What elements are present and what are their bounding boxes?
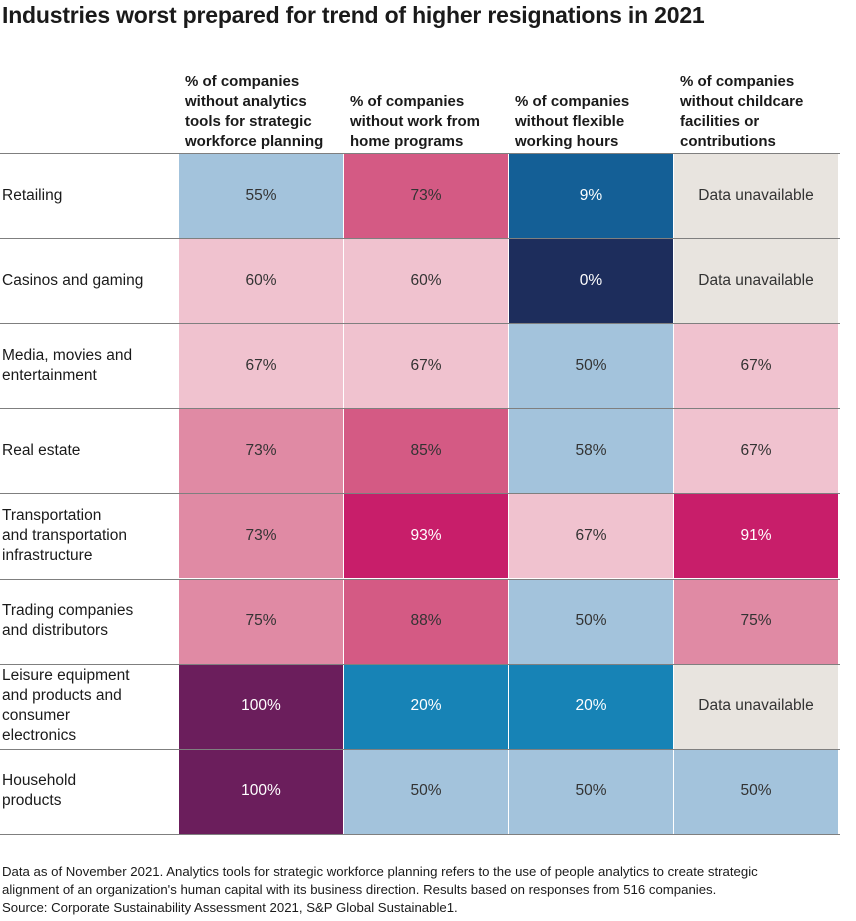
footnote-line: Source: Corporate Sustainability Assessm… (2, 900, 458, 915)
column-header: % of companies without work from home prog… (350, 60, 509, 152)
heatmap-cell: 50% (674, 748, 838, 834)
heatmap-cell: 58% (509, 408, 673, 494)
heatmap-cell: 67% (509, 493, 673, 579)
row-label-line: Transportation (2, 506, 102, 524)
row-label-line: infrastructure (2, 546, 93, 564)
row-label-line: Retailing (2, 186, 63, 204)
row-separator (0, 408, 840, 410)
row-label-line: and distributors (2, 622, 108, 640)
heatmap-cell: 60% (179, 238, 343, 324)
column-header: % of companies without flexible working ho… (515, 60, 674, 152)
heatmap-cell: 20% (509, 663, 673, 749)
row-label: Transportation and transportation infrastr… (2, 493, 174, 578)
heatmap-cell: 20% (344, 663, 508, 749)
row-label: Retailing (2, 153, 174, 238)
column-header-line: % of companies (680, 73, 795, 90)
column-header-line: without childcare (680, 93, 804, 110)
row-separator (0, 578, 840, 580)
heatmap-cell: 9% (509, 153, 673, 239)
heatmap-cell: 50% (509, 578, 673, 664)
heatmap-cell: 67% (674, 408, 838, 494)
column-header: % of companies without childcare facilitie… (680, 60, 839, 152)
row-label: Casinos and gaming (2, 238, 174, 323)
row-label: Trading companies and distributors (2, 579, 174, 664)
column-header-line: contributions (680, 133, 776, 150)
row-label-line: Household (2, 772, 77, 790)
column-header-line: without flexible (515, 113, 625, 130)
column-header-line: without analytics (185, 93, 307, 110)
column-header-line: % of companies (185, 73, 300, 90)
footnote-line: Data as of November 2021. Analytics tool… (2, 864, 758, 879)
column-header-line: workforce planning (185, 133, 324, 150)
heatmap-cell: Data unavailable (674, 238, 838, 324)
heatmap-cell: 88% (344, 578, 508, 664)
heatmap-cell: 50% (344, 748, 508, 834)
row-label-line: entertainment (2, 366, 97, 384)
row-separator (0, 493, 840, 495)
row-label: Leisure equipment and products and consume… (2, 664, 174, 749)
row-label-line: and transportation (2, 526, 127, 544)
heatmap-cell: 75% (179, 578, 343, 664)
heatmap-cell: Data unavailable (674, 663, 838, 749)
column-header: % of companies without analytics tools for… (185, 60, 344, 152)
column-header-line: facilities or (680, 113, 760, 130)
row-separator (0, 833, 840, 835)
heatmap-cell: 73% (344, 153, 508, 239)
column-header-line: home programs (350, 133, 464, 150)
column-header-line: working hours (515, 133, 619, 150)
footnote: Data as of November 2021. Analytics tool… (2, 863, 852, 917)
chart-title: Industries worst prepared for trend of h… (2, 2, 705, 28)
row-label-line: Leisure equipment (2, 667, 130, 685)
heatmap-cell: 50% (509, 748, 673, 834)
row-separator (0, 323, 840, 325)
heatmap-cell: 67% (179, 323, 343, 409)
row-separator (0, 153, 840, 154)
row-label-line: electronics (2, 727, 77, 745)
heatmap-cell: 100% (179, 663, 343, 749)
row-label-line: Real estate (2, 441, 81, 459)
column-header-line: % of companies (350, 93, 465, 110)
heatmap-cell: 100% (179, 748, 343, 834)
row-separator (0, 663, 840, 665)
column-header-line: tools for strategic (185, 113, 312, 130)
row-label-line: Trading companies (2, 602, 134, 620)
row-label-line: and products and (2, 687, 122, 705)
row-label: Media, movies and entertainment (2, 323, 174, 408)
row-label-line: Casinos and gaming (2, 271, 144, 289)
row-label-line: products (2, 792, 62, 810)
heatmap-cell: 0% (509, 238, 673, 324)
row-label: Household products (2, 749, 174, 834)
heatmap-cell: Data unavailable (674, 153, 838, 239)
heatmap-cell: 73% (179, 493, 343, 579)
heatmap-cell: 60% (344, 238, 508, 324)
heatmap-cell: 73% (179, 408, 343, 494)
heatmap-cell: 67% (344, 323, 508, 409)
column-header-line: without work from (350, 113, 480, 130)
heatmap-cell: 67% (674, 323, 838, 409)
row-label-line: consumer (2, 707, 71, 725)
column-header-line: % of companies (515, 93, 630, 110)
row-separator (0, 238, 840, 240)
row-label-line: Media, movies and (2, 346, 133, 364)
heatmap-cell: 55% (179, 153, 343, 239)
heatmap-cell: 85% (344, 408, 508, 494)
heatmap-cell: 75% (674, 578, 838, 664)
footnote-line: alignment of an organization's human cap… (2, 882, 717, 897)
heatmap-cell: 93% (344, 493, 508, 579)
row-label: Real estate (2, 408, 174, 493)
row-separator (0, 748, 840, 750)
heatmap-cell: 91% (674, 493, 838, 579)
heatmap-cell: 50% (509, 323, 673, 409)
